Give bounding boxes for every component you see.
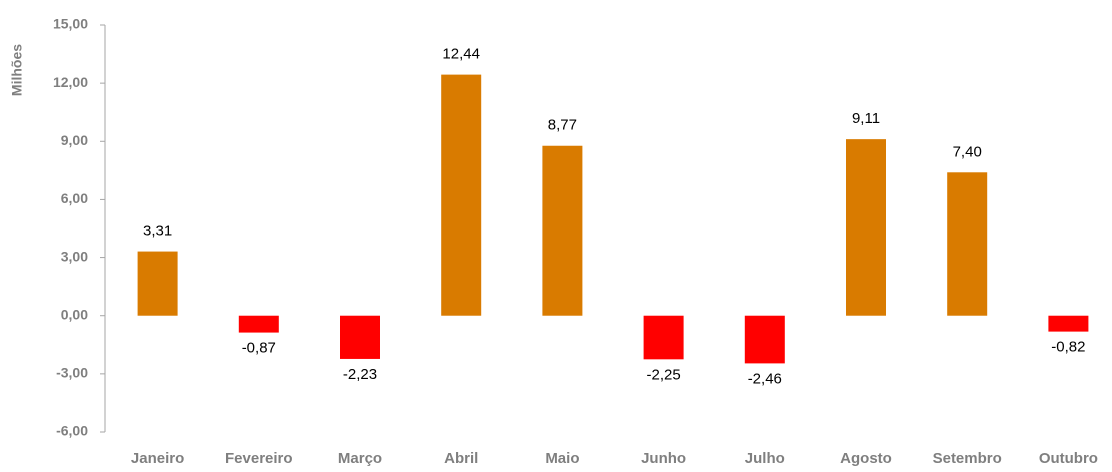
y-tick-label: 12,00 (53, 74, 88, 90)
x-tick-label: Abril (444, 450, 478, 467)
x-tick-label: Outubro (1039, 450, 1098, 467)
y-tick-label: 0,00 (61, 306, 88, 322)
bar (947, 172, 988, 316)
y-axis-label: Milhões (9, 44, 25, 96)
x-tick-label: Janeiro (131, 450, 184, 467)
bar (441, 74, 482, 316)
x-tick-label: Maio (545, 450, 579, 467)
value-label: 9,11 (852, 110, 880, 127)
bar (137, 251, 178, 316)
x-tick-label: Julho (745, 450, 785, 467)
bar (340, 315, 380, 359)
value-label: 7,40 (953, 143, 982, 160)
y-tick-label: 6,00 (61, 190, 88, 206)
bar (744, 315, 785, 364)
value-label: -0,82 (1051, 339, 1085, 356)
value-label: -0,87 (242, 340, 276, 357)
x-tick-label: Junho (641, 450, 686, 467)
bar (643, 315, 684, 360)
y-tick-label: 3,00 (61, 248, 88, 264)
bar (1048, 315, 1089, 332)
value-label: -2,23 (343, 366, 377, 383)
bar (846, 139, 886, 316)
value-label: -2,25 (646, 366, 680, 383)
x-tick-label: Março (338, 450, 382, 467)
y-tick-label: -3,00 (56, 365, 88, 381)
value-label: 12,44 (442, 46, 480, 63)
y-tick-label: 9,00 (61, 132, 88, 148)
y-tick-label: -6,00 (56, 423, 88, 439)
x-tick-label: Setembro (933, 450, 1002, 467)
bar (542, 145, 583, 316)
bar (238, 315, 279, 333)
x-tick-label: Fevereiro (225, 450, 293, 467)
x-tick-label: Agosto (840, 450, 892, 467)
value-label: 8,77 (548, 117, 577, 134)
y-tick-label: 15,00 (53, 16, 88, 32)
value-label: -2,46 (748, 370, 782, 387)
value-label: 3,31 (143, 223, 172, 240)
